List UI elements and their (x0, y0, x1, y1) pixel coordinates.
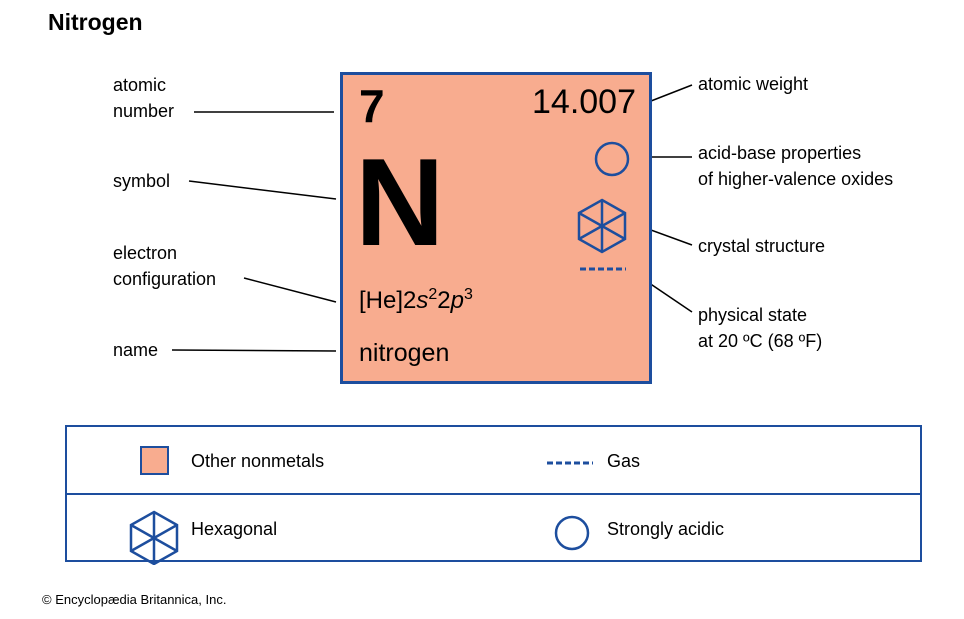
label-electron-config-line1: electron (113, 243, 178, 263)
config-exponent-1: 2 (428, 286, 438, 303)
electron-config-leader (243, 277, 337, 303)
config-orbital-p: p (450, 287, 464, 314)
legend-state-label: Gas (607, 451, 641, 471)
gas-dashes-icon (547, 461, 593, 465)
label-acid-base: acid-base properties of higher-valence o… (698, 140, 893, 192)
legend-acidity-label: Strongly acidic (607, 519, 725, 539)
hexagon-icon (129, 510, 179, 565)
config-mid: 2 (437, 287, 451, 314)
config-prefix: [He]2 (359, 287, 417, 314)
element-tile: 7 14.007 N [He]2s22p3 nitrogen (340, 72, 652, 384)
label-acid-base-line2: of higher-valence oxides (698, 169, 894, 189)
config-orbital-s: s (416, 287, 429, 314)
circle-icon (554, 515, 590, 551)
legend-category-label: Other nonmetals (191, 451, 325, 471)
legend-divider (67, 493, 920, 495)
category-swatch (140, 446, 169, 475)
label-physical-state-line2: at 20 ºC (68 ºF) (698, 331, 823, 351)
tile-icons (577, 141, 630, 271)
atomic-weight: 14.007 (532, 83, 636, 121)
label-acid-base-line1: acid-base properties (698, 143, 862, 163)
label-physical-state-line1: physical state (698, 305, 808, 325)
element-symbol: N (355, 134, 445, 272)
page-title: Nitrogen (48, 9, 143, 35)
electron-configuration: [He]2s22p3 (359, 287, 473, 313)
label-electron-configuration: electron configuration (113, 240, 216, 292)
copyright-credit: © Encyclopædia Britannica, Inc. (42, 592, 227, 607)
label-symbol: symbol (113, 171, 171, 191)
symbol-leader (188, 180, 337, 200)
label-atomic-number: atomic number (113, 72, 174, 124)
label-atomic-number-line2: number (113, 101, 175, 121)
label-name: name (113, 340, 159, 360)
label-atomic-number-line1: atomic (113, 75, 167, 95)
label-physical-state: physical state at 20 ºC (68 ºF) (698, 302, 822, 354)
legend-crystal-label: Hexagonal (191, 519, 278, 539)
label-electron-config-line2: configuration (113, 269, 217, 289)
atomic-number: 7 (359, 80, 385, 132)
element-name: nitrogen (359, 339, 450, 367)
name-leader (171, 349, 337, 352)
label-atomic-weight: atomic weight (698, 74, 809, 94)
label-crystal-structure: crystal structure (698, 236, 826, 256)
acid-base-circle-icon (594, 141, 630, 177)
atomic-weight-leader (650, 84, 693, 102)
config-exponent-2: 3 (464, 286, 473, 303)
legend: Other nonmetals Gas Hexagonal Strongly a… (65, 425, 922, 565)
hexagon-icon (577, 198, 627, 254)
